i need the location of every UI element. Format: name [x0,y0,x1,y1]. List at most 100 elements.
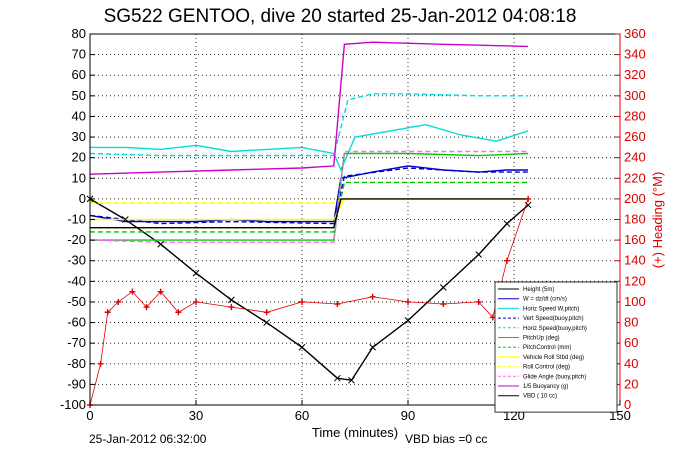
series-4-line [89,93,529,157]
height-marker [157,240,165,248]
y-tick-label: 80 [72,26,86,41]
y-tick-label: -30 [67,253,86,268]
end-timestamp: 25-Jan-2012 06:32:00 [89,432,207,446]
y-tick-label: 20 [72,150,86,165]
x-axis-label: Time (minutes) [312,425,398,440]
y-tick-label: 0 [79,191,86,206]
x-tick-label: 30 [189,408,203,423]
heading-marker [369,293,376,300]
heading-marker [299,298,305,305]
height-marker [404,317,412,324]
y-tick-label: -60 [67,315,86,330]
heading-marker [503,257,510,264]
height-marker [227,296,235,304]
heading-marker [263,309,270,316]
legend-entry: Horiz Speed W,pitch) [523,306,579,312]
y2-axis-label: (+) Heading (°M) [650,172,665,269]
series-10-line [89,41,529,175]
series-0-line [89,198,529,382]
y2-tick-label: 220 [624,170,646,185]
legend-entry: Vehicle Roll Stbd (deg) [523,355,584,361]
series-12-line [89,198,529,406]
height-marker [192,269,200,277]
y2-tick-label: 200 [624,191,646,206]
legend-entry: Horiz Speed(buoy,pitch) [523,326,587,332]
x-tick-label: 90 [401,408,415,423]
heading-marker [175,309,182,316]
y2-tick-label: 120 [624,273,646,288]
y2-tick-label: 320 [624,67,646,82]
y2-tick-label: 80 [624,315,638,330]
legend-entry: Roll Control (deg) [523,365,570,371]
x-tick-label: 60 [295,408,309,423]
y2-tick-label: 280 [624,108,646,123]
y2-tick-label: 0 [624,397,631,412]
legend-entry: PitchControl (mm) [523,345,571,351]
height-marker [524,201,532,209]
height-marker [333,374,341,382]
y2-tick-label: 40 [624,356,638,371]
heading-marker [440,301,447,308]
y2-tick-label: 260 [624,129,646,144]
y2-tick-label: 100 [624,294,646,309]
legend-entry: Vert Speed(buoy,pitch) [523,316,584,322]
heading-marker [334,301,341,308]
y-tick-label: -20 [67,232,86,247]
height-marker [348,376,355,384]
y-tick-label: 70 [72,47,86,62]
legend-entry: VBD ( 10 cc) [523,394,557,400]
legend-entry: W = dz/dt (cm/s) [523,297,567,303]
vbd-bias-note: VBD bias =0 cc [405,432,488,446]
y-tick-label: -40 [67,273,86,288]
heading-marker [129,288,136,295]
heading-marker [193,298,199,305]
height-marker [369,343,377,351]
series-6-line [90,181,529,233]
series-3-line [89,167,529,225]
y-tick-label: 30 [72,129,86,144]
y2-tick-label: 300 [624,88,646,103]
series-7-line [90,198,529,221]
y2-tick-label: 340 [624,47,646,62]
y-tick-label: -50 [67,294,86,309]
y2-tick-label: 20 [624,376,638,391]
height-marker [298,343,306,351]
y2-tick-label: 360 [624,26,646,41]
y2-tick-label: 240 [624,150,646,165]
y-tick-label: -80 [67,356,86,371]
y2-tick-label: 160 [624,232,646,247]
series-11-line [90,198,529,229]
series-1-line [89,165,529,223]
heading-marker [405,298,411,305]
legend-entry: Height (5m) [523,287,554,293]
chart-title: SG522 GENTOO, dive 20 started 25-Jan-201… [104,6,577,27]
height-marker [121,216,129,223]
series-2-line [90,123,529,172]
heading-marker [97,360,104,367]
height-marker [475,251,483,258]
y-tick-label: 60 [72,67,86,82]
y2-tick-label: 140 [624,253,646,268]
heading-marker [143,304,150,311]
y-tick-label: -70 [67,335,86,350]
legend-entry: 1/5 Buoyancy (g) [523,384,568,390]
y2-tick-label: 60 [624,335,638,350]
legend-entry: Glide Angle (buoy,pitch) [523,374,586,380]
heading-marker [525,195,532,202]
y-tick-label: 10 [72,170,86,185]
heading-marker [115,298,122,305]
heading-marker [157,288,164,295]
y-tick-label: 40 [72,108,86,123]
height-marker [503,220,511,227]
y-tick-label: 50 [72,88,86,103]
x-tick-label: 0 [86,408,93,423]
y-tick-label: -10 [67,212,86,227]
height-marker [439,284,447,291]
y-tick-label: -100 [60,397,86,412]
heading-marker [475,298,482,305]
heading-marker [228,304,235,311]
series-9-line [89,150,529,243]
y-tick-label: -90 [67,376,86,391]
y2-tick-label: 180 [624,212,646,227]
